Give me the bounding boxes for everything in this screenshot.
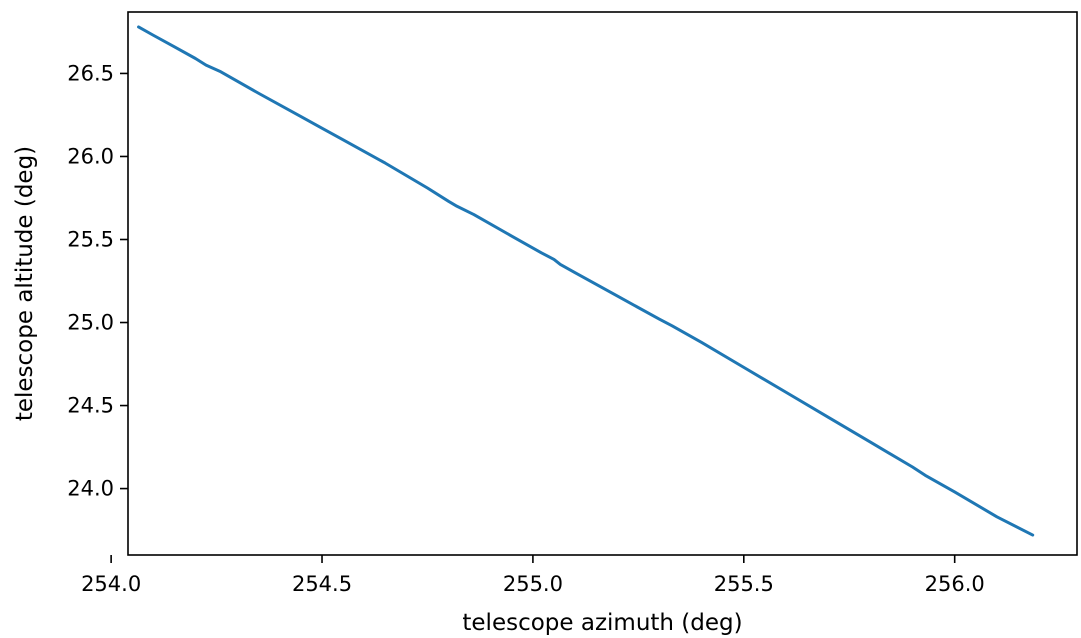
y-tick-label: 25.0 bbox=[67, 311, 114, 335]
plot-frame bbox=[127, 11, 1078, 556]
x-tick-label: 255.0 bbox=[503, 572, 563, 596]
y-tick-label: 26.0 bbox=[67, 144, 114, 168]
x-axis-label: telescope azimuth (deg) bbox=[462, 610, 742, 636]
y-tick-label: 24.0 bbox=[67, 477, 114, 501]
y-tick-label: 24.5 bbox=[67, 394, 114, 418]
y-tick-label: 26.5 bbox=[67, 61, 114, 85]
plot-area bbox=[137, 25, 1035, 537]
y-tick-label: 25.5 bbox=[67, 227, 114, 251]
x-tick-label: 254.5 bbox=[292, 572, 352, 596]
x-tick-label: 255.5 bbox=[714, 572, 774, 596]
y-axis-ticks: 24.0 24.5 25.0 25.5 26.0 26.5 bbox=[67, 61, 128, 501]
series-line-0 bbox=[137, 25, 1035, 537]
x-axis-ticks: 254.0 254.5 255.0 255.5 256.0 bbox=[81, 555, 985, 596]
y-axis-label: telescope altitude (deg) bbox=[12, 146, 38, 421]
x-tick-label: 254.0 bbox=[81, 572, 141, 596]
x-tick-label: 256.0 bbox=[925, 572, 985, 596]
